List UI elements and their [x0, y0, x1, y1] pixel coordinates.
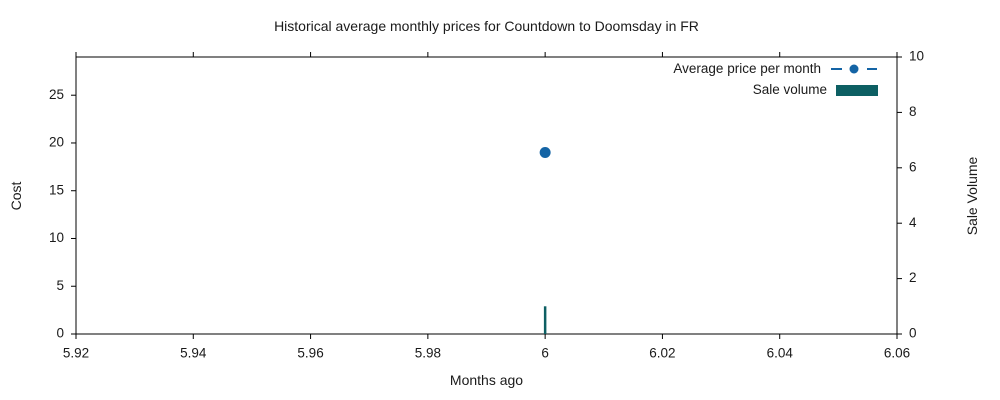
- legend-item-sale-volume: Sale volume: [753, 80, 878, 99]
- y-left-tick-label: 5: [56, 278, 64, 293]
- bar-swatch-icon: [836, 84, 878, 96]
- plot-frame: [75, 56, 898, 335]
- y-right-tick-label: 10: [909, 49, 924, 64]
- y-left-tick-label: 20: [49, 135, 64, 150]
- y-left-tick-label: 15: [49, 182, 64, 197]
- y-right-tick-label: 2: [909, 270, 917, 285]
- x-tick-label: 5.96: [297, 346, 323, 361]
- x-tick-label: 6: [541, 346, 549, 361]
- legend-label-sale-volume: Sale volume: [752, 82, 827, 97]
- x-tick-label: 6.02: [649, 346, 675, 361]
- avg-price-point: [539, 147, 551, 159]
- x-tick-label: 5.94: [180, 346, 207, 361]
- legend-item-average-price: Average price per month: [673, 59, 878, 78]
- y-right-tick-label: 0: [909, 326, 917, 341]
- y-right-tick-label: 8: [909, 104, 917, 119]
- y-left-tick-label: 25: [49, 87, 64, 102]
- y-axis-label-right: Sale Volume: [964, 156, 980, 236]
- x-tick-label: 6.04: [767, 346, 794, 361]
- x-tick-label: 6.06: [884, 346, 910, 361]
- x-axis-label: Months ago: [449, 372, 524, 388]
- x-tick-label: 5.92: [63, 346, 89, 361]
- sale-volume-bar: [543, 306, 547, 334]
- dashed-line-marker-sample-icon: [831, 64, 877, 73]
- y-axis-label-left: Cost: [8, 181, 24, 211]
- y-left-tick-label: 10: [49, 230, 64, 245]
- y-right-tick-label: 4: [909, 215, 917, 230]
- y-right-tick-label: 6: [909, 159, 917, 174]
- chart-title: Historical average monthly prices for Co…: [274, 18, 699, 34]
- legend-label-average-price: Average price per month: [673, 61, 821, 76]
- y-left-tick-label: 0: [56, 326, 64, 341]
- legend: Average price per month Sale volume: [673, 59, 878, 99]
- x-tick-label: 5.98: [415, 346, 441, 361]
